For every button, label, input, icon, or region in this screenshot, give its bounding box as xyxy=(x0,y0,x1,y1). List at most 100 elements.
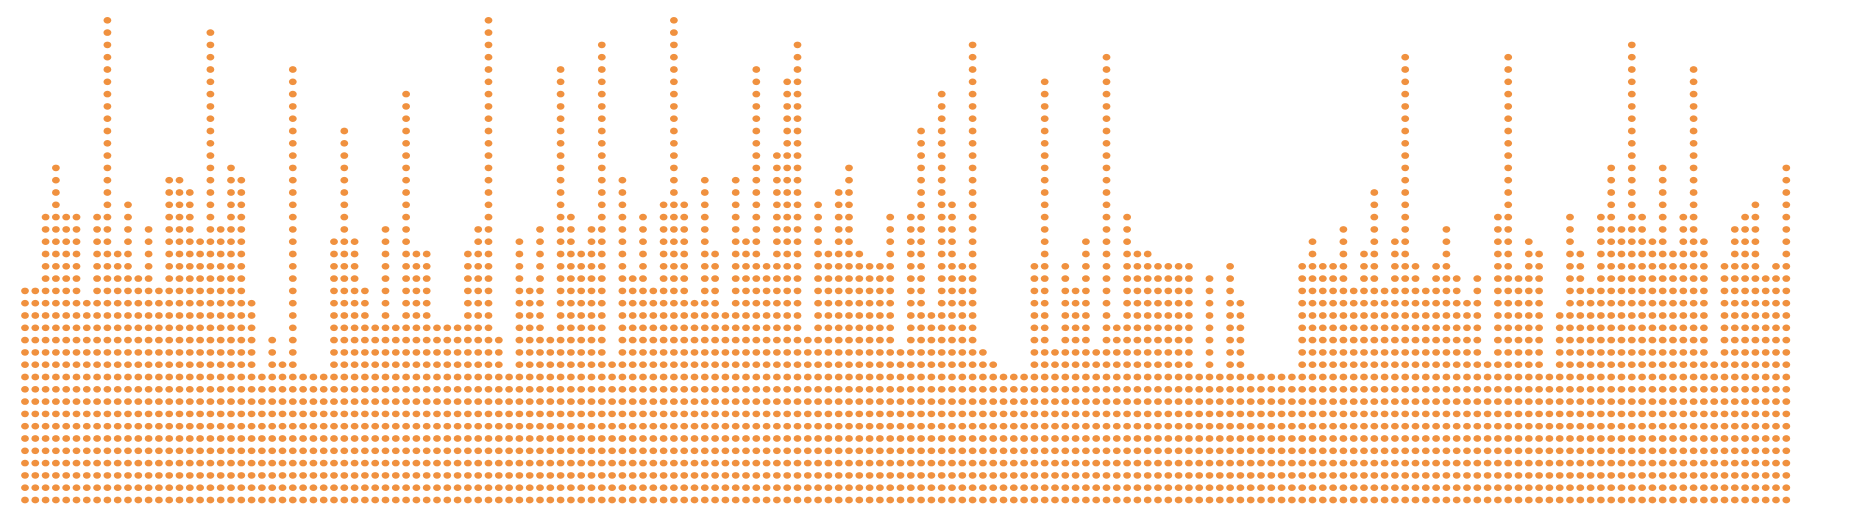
data-dot xyxy=(494,496,503,504)
data-dot xyxy=(1658,447,1667,455)
data-dot xyxy=(185,398,194,405)
data-dot xyxy=(855,484,864,492)
data-dot xyxy=(1040,164,1049,172)
data-dot xyxy=(371,398,380,405)
data-dot xyxy=(1051,398,1059,405)
data-dot xyxy=(752,115,761,123)
data-dot xyxy=(1112,349,1121,356)
data-dot xyxy=(906,459,915,467)
data-dot xyxy=(773,398,781,405)
data-dot xyxy=(608,472,616,479)
data-dot xyxy=(1246,447,1255,455)
data-dot xyxy=(855,287,864,295)
data-dot xyxy=(1329,287,1337,295)
data-dot xyxy=(1421,484,1430,492)
data-dot xyxy=(21,385,29,393)
data-dot xyxy=(793,349,802,356)
data-dot xyxy=(1061,472,1070,479)
data-dot xyxy=(381,385,390,393)
data-dot xyxy=(968,410,977,418)
data-dot xyxy=(62,299,71,307)
data-dot xyxy=(1442,472,1451,479)
data-dot xyxy=(381,238,390,246)
data-dot xyxy=(577,324,586,332)
data-dot xyxy=(618,324,627,332)
data-dot xyxy=(1308,459,1317,467)
data-dot xyxy=(700,299,709,307)
data-dot xyxy=(103,336,112,344)
data-dot xyxy=(958,459,967,467)
data-dot xyxy=(711,410,719,418)
data-dot xyxy=(731,189,740,196)
data-dot xyxy=(773,361,781,369)
data-dot xyxy=(979,349,987,356)
data-dot xyxy=(1730,349,1739,356)
data-dot xyxy=(773,213,781,221)
data-dot xyxy=(1360,496,1368,504)
data-dot xyxy=(742,385,750,393)
data-dot xyxy=(464,312,472,319)
data-dot xyxy=(711,299,719,307)
data-dot xyxy=(773,324,781,332)
data-dot xyxy=(227,324,235,332)
dot-column xyxy=(124,201,132,504)
data-dot xyxy=(989,496,998,504)
data-dot xyxy=(1576,275,1585,282)
data-dot xyxy=(1329,398,1337,405)
data-dot xyxy=(1689,336,1698,344)
data-dot xyxy=(752,373,761,381)
data-dot xyxy=(288,385,297,393)
data-dot xyxy=(206,373,215,381)
data-dot xyxy=(103,53,112,61)
data-dot xyxy=(113,447,122,455)
data-dot xyxy=(1730,472,1739,479)
data-dot xyxy=(1638,373,1646,381)
data-dot xyxy=(227,250,235,258)
dot-column xyxy=(525,287,534,504)
data-dot xyxy=(1504,422,1513,430)
dot-column xyxy=(731,176,740,504)
data-dot xyxy=(783,349,792,356)
dot-column xyxy=(793,41,802,504)
data-dot xyxy=(1627,398,1636,405)
data-dot xyxy=(268,422,277,430)
data-dot xyxy=(1535,447,1543,455)
data-dot xyxy=(1689,484,1698,492)
data-dot xyxy=(1566,385,1574,393)
data-dot xyxy=(288,66,297,73)
data-dot xyxy=(227,287,235,295)
data-dot xyxy=(1102,189,1111,196)
data-dot xyxy=(1700,472,1708,479)
data-dot xyxy=(783,226,792,233)
data-dot xyxy=(803,496,812,504)
data-dot xyxy=(1318,398,1327,405)
dot-column xyxy=(1720,262,1729,504)
data-dot xyxy=(783,78,792,86)
data-dot xyxy=(608,422,616,430)
dot-column xyxy=(1205,275,1214,504)
dot-column xyxy=(1607,164,1616,504)
data-dot xyxy=(227,484,235,492)
data-dot xyxy=(1452,324,1461,332)
data-dot xyxy=(402,385,410,393)
data-dot xyxy=(1154,422,1162,430)
data-dot xyxy=(206,189,215,196)
data-dot xyxy=(247,312,256,319)
data-dot xyxy=(937,484,946,492)
data-dot xyxy=(927,459,936,467)
data-dot xyxy=(618,189,627,196)
data-dot xyxy=(834,361,843,369)
data-dot xyxy=(639,410,647,418)
data-dot xyxy=(1535,336,1543,344)
data-dot xyxy=(1576,496,1585,504)
data-dot xyxy=(1257,398,1265,405)
data-dot xyxy=(299,410,307,418)
data-dot xyxy=(1133,312,1142,319)
data-dot xyxy=(865,410,874,418)
data-dot xyxy=(402,422,410,430)
data-dot xyxy=(1123,312,1131,319)
data-dot xyxy=(196,398,205,405)
data-dot xyxy=(608,398,616,405)
data-dot xyxy=(1494,250,1502,258)
data-dot xyxy=(206,275,215,282)
